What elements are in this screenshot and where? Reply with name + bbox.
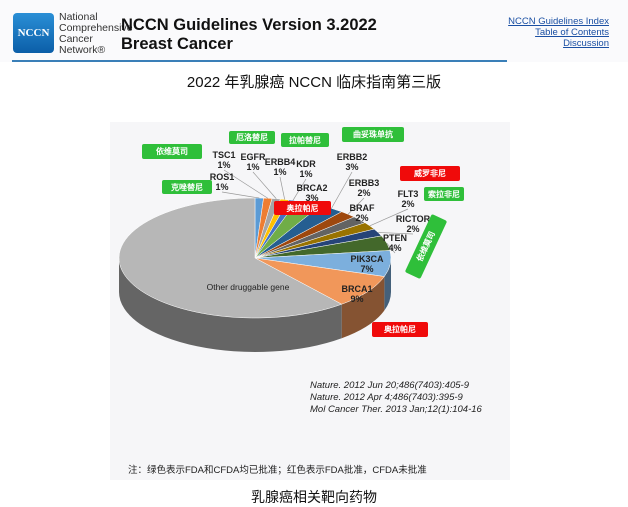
link-table-of-contents[interactable]: Table of Contents	[535, 27, 609, 38]
slice-name: PTEN	[382, 233, 407, 243]
slice-percent: 1%	[217, 160, 231, 170]
slice-percent: 7%	[360, 264, 374, 274]
org-name: National Comprehensive Cancer Network®	[59, 12, 133, 56]
slice-label: RICTOR 2%	[388, 214, 438, 234]
page-title: NCCN Guidelines Version 3.2022 Breast Ca…	[121, 16, 377, 54]
slice-label: BRAF 2%	[337, 203, 387, 223]
slice-label: Other druggable gene	[193, 282, 303, 292]
slice-label: KDR 1%	[281, 159, 331, 179]
leader-line	[378, 232, 414, 235]
leader-line	[223, 169, 268, 199]
slice-name: BRCA1	[341, 284, 373, 294]
org-line: National	[59, 11, 98, 23]
slice-name: FLT3	[397, 189, 419, 199]
chart-note: 注：绿色表示FDA和CFDA均已批准；红色表示FDA批准，CFDA未批准	[128, 465, 427, 476]
slice-percent: 1%	[215, 182, 229, 192]
drug-tag: 厄洛替尼	[229, 131, 275, 144]
slice-percent: 2%	[355, 213, 369, 223]
link-discussion[interactable]: Discussion	[563, 38, 609, 49]
caption: 乳腺癌相关靶向药物	[251, 489, 377, 505]
slice-label: ERBB4 1%	[255, 157, 305, 177]
drug-tag: 威罗非尼	[400, 166, 460, 181]
slice-percent: 2%	[406, 224, 420, 234]
header-links: NCCN Guidelines Index Table of Contents …	[508, 16, 609, 49]
nccn-logo: NCCN	[13, 13, 54, 53]
slice-name: BRAF	[349, 203, 375, 213]
slice-label: PTEN 4%	[370, 233, 420, 253]
slice-name: ROS1	[209, 172, 235, 182]
leader-line	[221, 191, 260, 199]
slice-name: ERBB4	[264, 157, 296, 167]
slice-percent: 3%	[305, 193, 319, 203]
slice-label: PIK3CA 7%	[342, 254, 392, 274]
leader-line	[252, 171, 277, 199]
drug-tag: 索拉非尼	[424, 187, 464, 201]
slice-label: ROS1 1%	[197, 172, 247, 192]
slice-name: ERBB3	[348, 178, 380, 188]
slice-label: BRCA2 3%	[287, 183, 337, 203]
drug-tag: 奥拉帕尼	[372, 322, 428, 337]
drug-tag: 曲妥珠单抗	[342, 127, 404, 142]
subtitle: 2022 年乳腺癌 NCCN 临床指南第三版	[186, 74, 442, 91]
reference: Nature. 2012 Jun 20;486(7403):405-9	[310, 380, 469, 391]
slice-label: TSC1 1%	[199, 150, 249, 170]
slice-percent: 2%	[357, 188, 371, 198]
slice-name: KDR	[296, 159, 316, 169]
drug-tag: 依维莫司	[142, 144, 202, 159]
header: NCCN National Comprehensive Cancer Netwo…	[0, 0, 628, 62]
slice-name: ERBB2	[336, 152, 368, 162]
slice-name: Other druggable gene	[206, 282, 290, 292]
references: Nature. 2012 Jun 20;486(7403):405-9 Natu…	[310, 380, 482, 416]
leader-line	[359, 219, 363, 224]
org-line: Network®	[59, 44, 106, 56]
slice-label: ERBB3 2%	[339, 178, 389, 198]
title-line: NCCN Guidelines Version 3.2022	[121, 16, 377, 34]
org-line: Comprehensive	[59, 22, 133, 34]
slice-other-druggable-gene	[118, 197, 343, 319]
leader-line	[279, 176, 286, 200]
slice-name: RICTOR	[395, 214, 431, 224]
slice-side-brca1	[341, 276, 385, 339]
leader-line	[292, 178, 307, 201]
drug-tag: 奥拉帕尼	[274, 201, 331, 215]
slice-percent: 1%	[246, 162, 260, 172]
slice-label: EGFR 1%	[228, 152, 278, 172]
slice-percent: 1%	[299, 169, 313, 179]
reference: Nature. 2012 Apr 4;486(7403):395-9	[310, 392, 463, 403]
reference: Mol Cancer Ther. 2013 Jan;12(1):104-16	[310, 404, 482, 415]
slice-name: PIK3CA	[350, 254, 384, 264]
drug-tag: 拉帕替尼	[281, 133, 329, 147]
slice-side-other-druggable-gene	[119, 258, 342, 353]
slice-label: FLT3 2%	[383, 189, 433, 209]
slice-name: BRCA2	[296, 183, 328, 193]
drug-tag: 克唑替尼	[162, 180, 212, 194]
slice-name: EGFR	[240, 152, 266, 162]
slice-side-pik3ca	[384, 258, 391, 311]
leader-line	[369, 208, 409, 227]
slice-percent: 4%	[388, 243, 402, 253]
slice-label: BRCA1 9%	[332, 284, 382, 304]
slice-percent: 9%	[350, 294, 364, 304]
link-guidelines-index[interactable]: NCCN Guidelines Index	[508, 16, 609, 27]
leader-line	[347, 197, 365, 215]
slice-label: ERBB2 3%	[327, 152, 377, 172]
title-line: Breast Cancer	[121, 35, 233, 53]
slice-percent: 1%	[273, 167, 287, 177]
leader-line	[386, 242, 396, 254]
header-divider	[12, 60, 507, 62]
slice-name: TSC1	[212, 150, 236, 160]
slice-percent: 3%	[345, 162, 359, 172]
slice-percent: 2%	[401, 199, 415, 209]
leader-line	[331, 171, 353, 209]
org-line: Cancer	[59, 33, 93, 45]
